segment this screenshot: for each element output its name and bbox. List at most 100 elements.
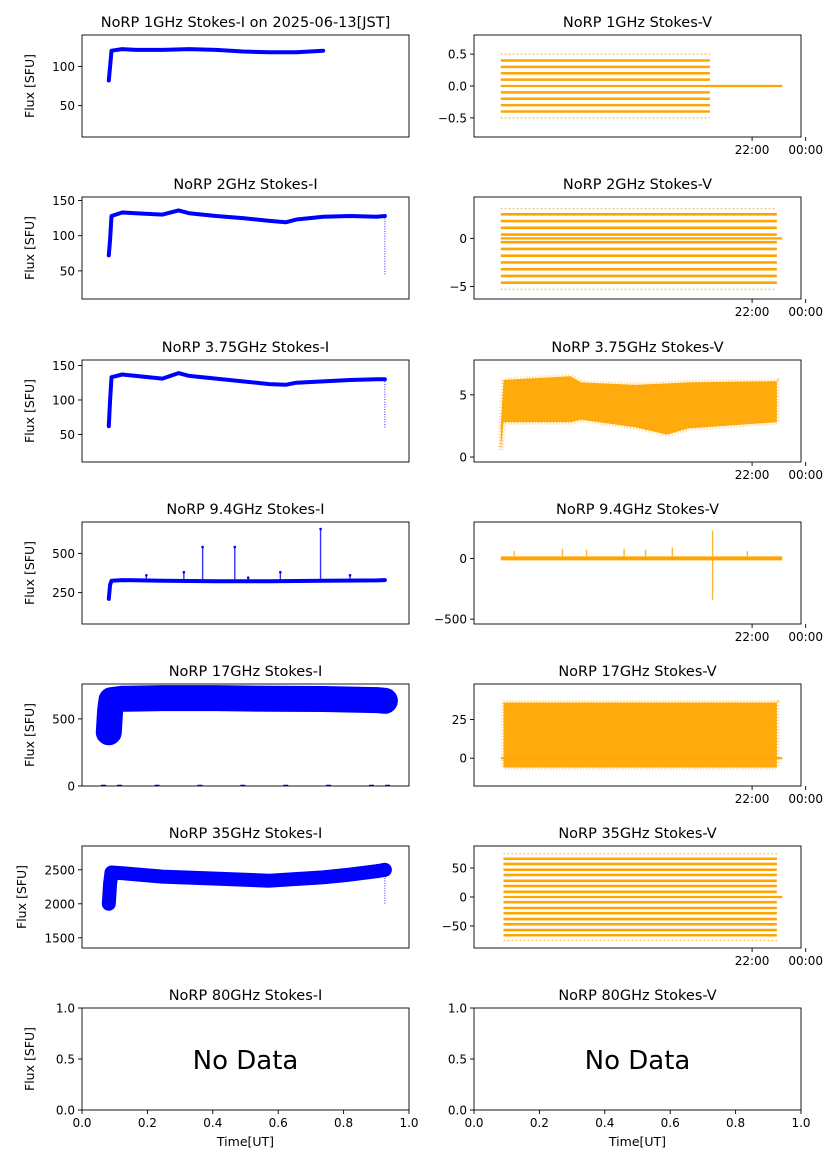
panel-title: NoRP 17GHz Stokes-I	[169, 664, 323, 680]
data-point	[121, 578, 124, 582]
data-point	[295, 218, 298, 221]
axes-frame	[473, 683, 802, 787]
data-point	[348, 378, 352, 382]
data-point	[108, 882, 112, 885]
data-point	[121, 47, 124, 51]
series-stokes-i	[101, 862, 392, 911]
y-tick-label: 50	[60, 264, 75, 278]
y-tick-label: 50	[452, 862, 467, 876]
data-layer	[503, 852, 783, 942]
axes-frame	[81, 683, 410, 787]
data-point	[108, 238, 112, 241]
y-tick-label: 0.0	[448, 1104, 467, 1118]
y-tick-label: 0	[459, 451, 467, 465]
data-point	[108, 709, 112, 713]
x-tick-label: 22:00	[735, 630, 770, 644]
data-point	[121, 697, 124, 700]
x-tick-label: 22:00	[735, 792, 770, 806]
panel-p7i: No Data 0.0 0.2 0.4 0.6 0.8 1.0 0.0 0.5 1.0 NoRP 8…	[22, 988, 419, 1149]
data-point	[268, 51, 271, 54]
data-point	[375, 698, 379, 702]
data-point	[108, 65, 112, 68]
data-point	[322, 215, 325, 218]
y-tick-label: −50	[442, 919, 467, 933]
x-tick-label: 0.2	[530, 1116, 549, 1130]
no-data-label: No Data	[585, 1046, 691, 1076]
x-tick-label: 0.0	[464, 1116, 483, 1130]
data-layer	[106, 47, 326, 83]
x-tick-label: 0.6	[269, 1116, 288, 1130]
x-tick-label: 22:00	[735, 305, 770, 319]
y-tick-label: 250	[52, 586, 75, 600]
x-tick-label: 00:00	[788, 305, 823, 319]
axes-frame	[81, 521, 410, 625]
y-axis-label: Flux [SFU]	[22, 216, 37, 280]
y-tick-label: 0.0	[448, 80, 467, 94]
data-point	[284, 383, 287, 387]
burst-point	[233, 545, 237, 549]
y-tick-label: 150	[52, 359, 75, 373]
data-point	[383, 699, 387, 702]
axes-frame	[81, 196, 410, 300]
data-point	[177, 371, 180, 375]
x-tick-label: 1.0	[791, 1116, 810, 1130]
data-layer	[106, 208, 387, 275]
data-point	[214, 214, 218, 218]
x-tick-label: 0.2	[138, 1116, 157, 1130]
data-point	[188, 47, 191, 51]
x-tick-label: 00:00	[788, 792, 823, 806]
data-point	[108, 583, 112, 586]
scatter-cloud	[500, 376, 777, 450]
data-point	[348, 214, 352, 218]
panel-title: NoRP 35GHz Stokes-V	[558, 826, 716, 842]
scatter-cloud-edge	[501, 700, 780, 770]
y-tick-label: −0.5	[438, 111, 467, 125]
data-point	[375, 215, 379, 218]
y-tick-label: 5	[459, 388, 467, 402]
x-tick-label: 00:00	[788, 143, 823, 157]
data-point	[121, 211, 124, 214]
y-tick-label: 100	[52, 229, 75, 243]
data-point	[107, 902, 111, 905]
y-tick-label: 2000	[44, 897, 75, 911]
data-point	[322, 49, 325, 52]
data-point	[161, 377, 164, 380]
data-point	[322, 697, 325, 701]
data-point	[110, 49, 113, 52]
data-point	[214, 696, 218, 700]
data-point	[161, 579, 164, 583]
x-tick-label: 00:00	[788, 468, 823, 482]
data-point	[108, 398, 112, 402]
panel-p7v: No Data 0.0 0.2 0.4 0.6 0.8 1.0 0.0 0.5 1.0 NoRP 8…	[448, 988, 811, 1149]
data-layer	[498, 373, 780, 450]
data-point	[134, 374, 137, 378]
panel-title: NoRP 80GHz Stokes-I	[169, 988, 323, 1004]
data-point	[177, 209, 180, 212]
axes-frame	[81, 359, 410, 463]
data-point	[134, 48, 137, 52]
x-tick-label: 0.4	[203, 1116, 222, 1130]
y-axis-label: Flux [SFU]	[22, 703, 37, 767]
panel-p2i: 22:0000:0002:0004:0006:0008:0050100150No…	[22, 177, 823, 319]
y-tick-label: 1.0	[448, 1002, 467, 1016]
data-point	[110, 871, 113, 874]
y-tick-label: 1500	[44, 931, 75, 945]
y-tick-label: 0.0	[56, 1104, 75, 1118]
x-tick-label: 22:00	[735, 954, 770, 968]
data-point	[284, 221, 287, 224]
data-point	[322, 579, 325, 583]
series-stokes-i	[106, 578, 387, 601]
data-point	[161, 48, 164, 52]
series-stokes-i	[95, 685, 398, 746]
data-point	[295, 381, 298, 384]
y-tick-label: 0	[459, 891, 467, 905]
data-point	[268, 879, 271, 882]
panel-title: NoRP 35GHz Stokes-I	[169, 826, 323, 842]
y-tick-label: 0	[459, 232, 467, 246]
panel-title: NoRP 1GHz Stokes-I on 2025-06-13[JST]	[101, 15, 391, 31]
